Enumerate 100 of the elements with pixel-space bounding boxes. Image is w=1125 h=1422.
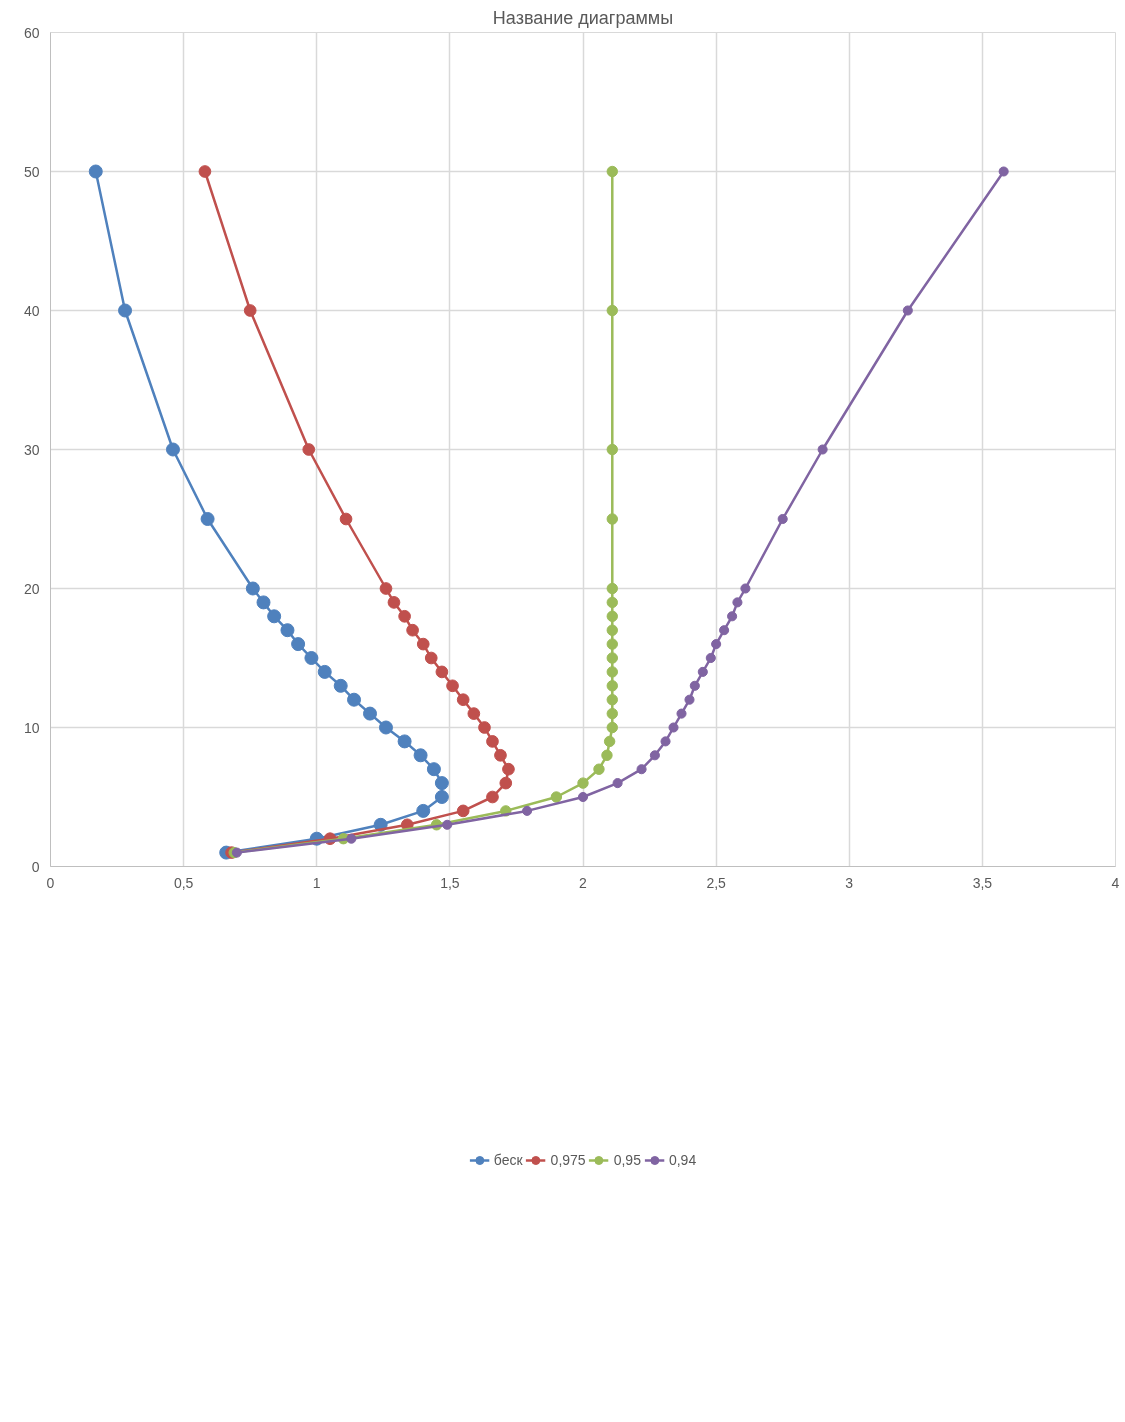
y-tick-label: 0 <box>31 858 40 875</box>
x-tick-label: 1,5 <box>440 874 460 891</box>
x-tick-label: 4 <box>1111 874 1120 891</box>
point <box>446 679 459 693</box>
point <box>347 692 362 707</box>
x-tick-label: 3,5 <box>972 874 993 891</box>
point <box>705 652 716 664</box>
point <box>606 721 618 734</box>
y-tick-label: 40 <box>23 302 40 319</box>
point <box>406 623 419 637</box>
point <box>606 610 618 622</box>
point <box>280 623 295 638</box>
point <box>660 736 671 747</box>
point <box>719 625 730 636</box>
point <box>522 805 533 816</box>
point <box>606 165 618 178</box>
point <box>494 748 507 762</box>
point <box>593 763 605 775</box>
point <box>606 443 618 456</box>
point <box>606 513 618 525</box>
point <box>732 597 743 608</box>
point <box>612 778 623 789</box>
point <box>606 680 618 692</box>
point <box>426 762 441 777</box>
point <box>689 680 700 691</box>
point <box>304 651 319 665</box>
point <box>603 735 616 748</box>
point <box>606 624 618 636</box>
point <box>777 513 788 525</box>
point <box>200 512 215 526</box>
point <box>378 720 393 735</box>
x-tick-label: 0,5 <box>173 874 194 891</box>
point <box>676 708 687 719</box>
point <box>649 750 660 761</box>
point <box>502 762 515 776</box>
point <box>902 305 913 316</box>
point <box>486 790 499 804</box>
point <box>606 596 618 609</box>
point <box>333 678 348 693</box>
y-tick-label: 30 <box>23 441 40 458</box>
point <box>435 665 449 679</box>
point <box>998 166 1009 177</box>
y-tick-label: 10 <box>23 719 40 736</box>
point <box>267 609 282 624</box>
point <box>456 804 470 818</box>
point <box>256 595 271 610</box>
point <box>363 706 377 721</box>
point <box>387 596 401 609</box>
point <box>711 639 722 650</box>
point <box>243 304 257 317</box>
x-tick-label: 1 <box>312 874 321 891</box>
point <box>606 304 618 317</box>
point <box>577 791 589 803</box>
point <box>684 694 695 705</box>
point <box>606 638 618 650</box>
point <box>442 819 453 830</box>
x-tick-label: 3 <box>845 874 854 891</box>
point <box>416 803 431 818</box>
legend-label: беск <box>493 1152 523 1168</box>
point <box>467 707 481 720</box>
point <box>668 722 679 733</box>
point <box>198 165 212 178</box>
point <box>397 734 412 749</box>
legend-label: 0,94 <box>668 1152 697 1168</box>
point <box>636 764 647 775</box>
point <box>550 791 563 803</box>
point <box>606 694 618 706</box>
point <box>606 652 618 664</box>
y-tick-label: 50 <box>23 163 40 180</box>
point <box>434 790 449 804</box>
point <box>606 666 618 678</box>
x-tick-label: 0 <box>46 874 55 891</box>
legend-label: 0,95 <box>613 1152 641 1168</box>
point <box>379 582 393 595</box>
point <box>499 776 513 790</box>
point <box>165 442 180 457</box>
y-tick-label: 60 <box>23 24 40 41</box>
legend-label: 0,975 <box>550 1152 586 1168</box>
point <box>339 512 353 526</box>
point <box>413 748 428 763</box>
point <box>601 749 613 761</box>
x-tick-label: 2,5 <box>706 874 727 891</box>
x-tick-label: 2 <box>579 874 588 891</box>
point <box>486 735 499 748</box>
point <box>817 444 828 455</box>
point <box>434 776 449 791</box>
chart-title: Название диаграммы <box>492 7 674 28</box>
point <box>398 609 411 623</box>
point <box>416 637 430 651</box>
point <box>740 583 751 594</box>
point <box>88 164 103 179</box>
point <box>317 664 332 679</box>
point <box>606 707 618 720</box>
point <box>478 721 491 734</box>
y-tick-label: 20 <box>23 580 40 597</box>
point <box>456 693 470 707</box>
point <box>697 666 708 677</box>
point <box>302 443 316 456</box>
point <box>291 637 306 652</box>
point <box>118 303 133 318</box>
